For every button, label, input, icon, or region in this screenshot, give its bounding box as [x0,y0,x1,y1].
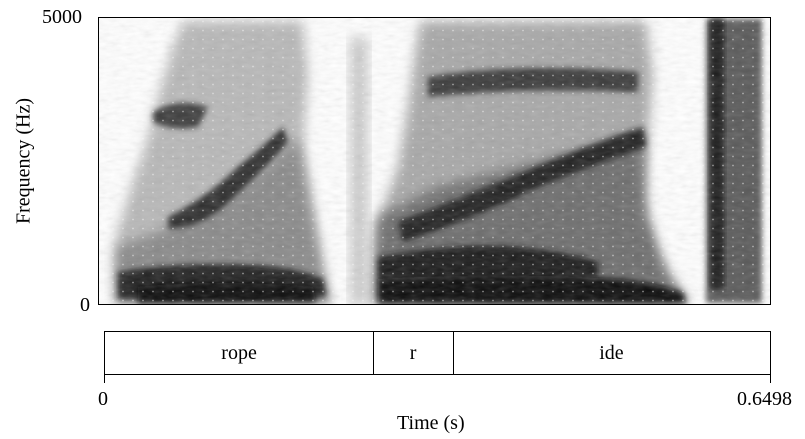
plot-border [98,17,771,305]
y-axis-label: Frequency (Hz) [12,97,35,225]
tier-interval-label: r [409,341,417,364]
tier-interval-ide[interactable]: ide [453,332,770,374]
tier-interval-rope[interactable]: rope [105,332,373,374]
y-tick-label-bottom: 0 [80,294,90,316]
x-axis-label: Time (s) [397,412,465,434]
tier-boundary[interactable] [452,332,454,374]
x-tick-label-end: 0.6498 [737,388,792,410]
tier-interval-label: rope [221,341,257,364]
tier-boundary[interactable] [373,332,375,374]
spectrogram-panel [98,17,771,305]
annotation-tier: rope r ide [104,331,771,375]
y-tick-label-top: 5000 [42,6,82,28]
x-axis-ticks [104,375,771,383]
tier-interval-label: ide [599,341,624,364]
tier-interval-r[interactable]: r [373,332,453,374]
x-tick-label-start: 0 [98,388,108,410]
